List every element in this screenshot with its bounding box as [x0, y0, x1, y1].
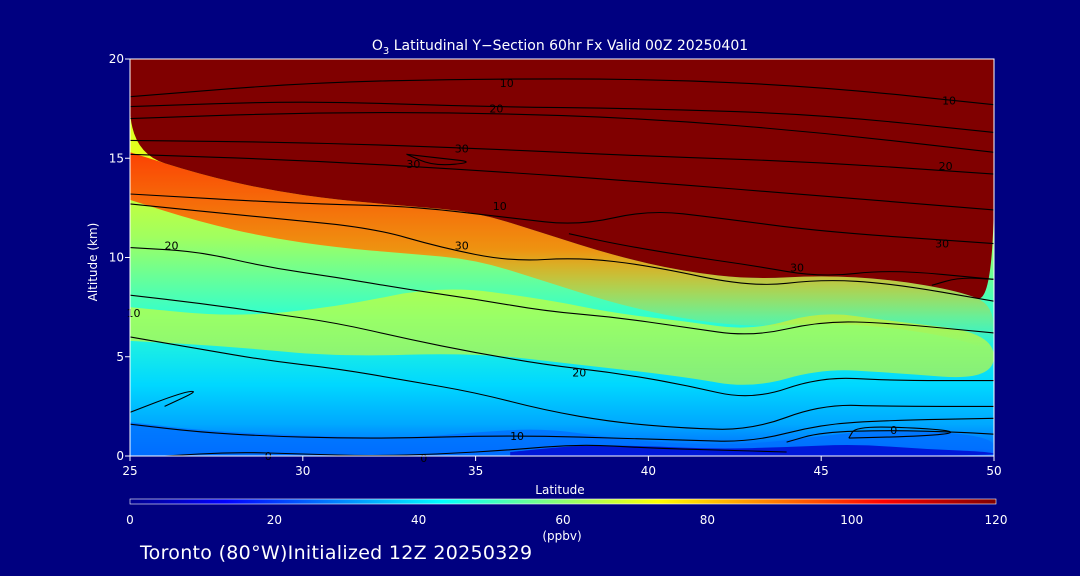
contour-label: 30: [406, 158, 420, 171]
x-tick-label: 50: [986, 464, 1001, 478]
contour-label: 10: [493, 200, 507, 213]
contour-line: [130, 78, 994, 106]
contour-label: 30: [455, 240, 469, 253]
contour-line: [130, 153, 994, 211]
x-tick-label: 45: [814, 464, 829, 478]
run-info-footer: Toronto (80°W)Initialized 12Z 20250329: [140, 542, 533, 564]
y-tick-label: 0: [116, 449, 124, 463]
contour-line: [406, 153, 467, 166]
mid-altitude-band: [130, 289, 994, 385]
ozone-field: [130, 59, 994, 456]
contour-line: [848, 426, 952, 439]
contour-label: 20: [939, 160, 953, 173]
colorbar-tick-label: 0: [126, 513, 134, 527]
y-tick-label: 15: [109, 151, 124, 165]
contour-line: [786, 430, 994, 443]
contour-line: [130, 101, 994, 133]
contour-line: [130, 390, 194, 413]
contour-line: [130, 294, 994, 397]
contour-label: 20: [572, 367, 586, 380]
contour-label: 0: [420, 452, 427, 465]
colorbar-tick-label: 20: [267, 513, 282, 527]
contour-label: 20: [489, 103, 503, 116]
stratosphere-fill: [130, 59, 994, 299]
contour-line: [130, 247, 994, 335]
y-axis: 0 5 10 15 20: [109, 52, 130, 463]
chart-title: O3 Latitudinal Y−Section 60hr Fx Valid 0…: [372, 38, 748, 57]
contour-line: [931, 277, 994, 286]
y-tick-label: 10: [109, 251, 124, 265]
contour-label: 10: [510, 430, 524, 443]
colorbar: [129, 498, 997, 505]
colorbar-tick-label: 60: [555, 513, 570, 527]
contour-line: [130, 193, 994, 245]
tropopause-gradient: [130, 152, 994, 348]
colorbar-ticks: 0 20 40 60 80 100 120: [126, 513, 1007, 527]
contour-line: [130, 139, 994, 175]
contour-lines: [130, 78, 994, 456]
contour-label: 10: [126, 307, 140, 320]
contour-line: [568, 233, 994, 280]
colorbar-tick-label: 80: [700, 513, 715, 527]
x-axis-label: Latitude: [535, 483, 584, 497]
contour-label: 30: [455, 142, 469, 155]
contour-line: [164, 444, 787, 456]
colorbar-tick-label: 120: [985, 513, 1008, 527]
contour-label: 10: [500, 77, 514, 90]
contour-line: [130, 417, 994, 442]
x-tick-label: 25: [122, 464, 137, 478]
contour-label: 30: [935, 238, 949, 251]
colorbar-tick-label: 100: [840, 513, 863, 527]
x-tick-label: 35: [468, 464, 483, 478]
x-axis: 25 30 35 40 45 50: [122, 456, 1002, 478]
contour-line: [130, 112, 994, 153]
contour-line: [130, 336, 994, 430]
contour-label: 20: [164, 240, 178, 253]
y-axis-label: Altitude (km): [86, 223, 100, 302]
contour-label: 0: [890, 424, 897, 437]
contour-line: [130, 203, 994, 302]
x-tick-label: 30: [295, 464, 310, 478]
contour-label: 30: [790, 261, 804, 274]
y-tick-label: 20: [109, 52, 124, 66]
x-tick-label: 40: [641, 464, 656, 478]
colorbar-unit: (ppbv): [542, 529, 581, 543]
y-tick-label: 5: [116, 350, 124, 364]
contour-label: 10: [942, 95, 956, 108]
colorbar-tick-label: 40: [411, 513, 426, 527]
